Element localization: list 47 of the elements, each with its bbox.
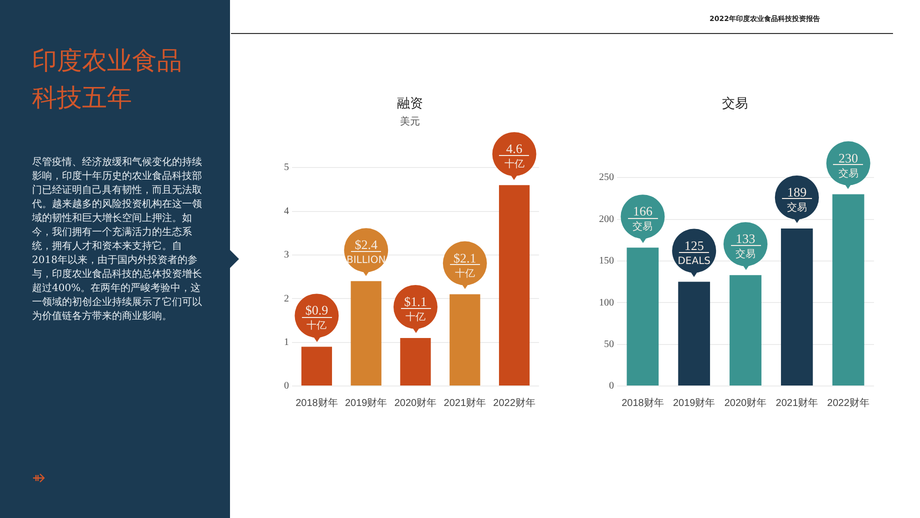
data-label: $2.4 BILLION — [346, 237, 386, 266]
x-tick-label: 2021财年 — [776, 396, 818, 409]
bar — [832, 194, 864, 386]
data-label: 4.6 十亿 — [504, 141, 524, 170]
chart-title: 交易 — [722, 95, 748, 110]
data-label: 230 交易 — [838, 150, 858, 180]
data-label: $2.1 十亿 — [454, 250, 476, 280]
bar — [301, 346, 332, 386]
x-tick-label: 2022财年 — [493, 396, 536, 409]
chart-title: 融资 — [397, 95, 423, 110]
bar — [678, 282, 710, 386]
text: 印度农业食品科技五年 — [32, 45, 183, 114]
x-tick-label: 2019财年 — [344, 396, 388, 409]
x-tick-label: 2020财年 — [394, 396, 437, 409]
y-tick-label: 50 — [604, 338, 614, 350]
text: 尽管疫情、经济放缓和气候变化的持续影响，印度十年历史的农业食品科技部门已经证明自己具有韧性，而且无法取代。越来越多的风险投资机构在这一领域的韧性和巨大增长空间上押注。如今，我们拥有一个充满活力的生态系统，拥有人才和资本来支持它。自2018年以来，由于国内外投资者的参与，印度农业食品科技的总体投资增长超过400%。在两年的严峻考验中，这一领域的初创企业持续展示了它们可以为价值链各方带来的商业影响。 — [32, 157, 202, 322]
y-tick-label: 0 — [609, 380, 614, 392]
y-tick-label: 3 — [284, 250, 289, 261]
x-tick-label: 2019财年 — [672, 396, 716, 409]
data-label: $0.9 十亿 — [305, 302, 328, 332]
data-label: 166 交易 — [632, 204, 653, 233]
y-tick-label: 0 — [284, 380, 289, 392]
bar — [498, 185, 530, 386]
y-tick-label: 5 — [284, 162, 289, 174]
bar — [400, 338, 431, 386]
y-tick-label: 100 — [599, 297, 614, 308]
y-tick-label: 1 — [284, 336, 289, 348]
data-label: 125 DEALS — [678, 238, 710, 267]
data-label: $1.1 十亿 — [404, 294, 427, 323]
x-tick-label: 2022财年 — [827, 396, 870, 409]
y-tick-label: 2 — [284, 293, 289, 304]
x-tick-label: 2018财年 — [622, 396, 664, 409]
bar — [626, 248, 659, 386]
y-tick-label: 4 — [284, 206, 289, 217]
y-tick-label: 250 — [599, 172, 614, 184]
x-tick-label: 2018财年 — [296, 396, 338, 409]
data-label: 133 交易 — [736, 231, 756, 260]
x-tick-label: 2021财年 — [444, 396, 486, 409]
data-label: 189 交易 — [786, 184, 807, 214]
bar — [780, 228, 813, 386]
x-tick-label: 2020财年 — [724, 396, 767, 409]
chart-subtitle: 美元 — [400, 115, 420, 128]
bar — [450, 294, 480, 386]
y-tick-label: 150 — [599, 256, 614, 267]
bar — [350, 281, 382, 386]
bar — [730, 275, 762, 386]
y-tick-label: 200 — [599, 214, 614, 225]
